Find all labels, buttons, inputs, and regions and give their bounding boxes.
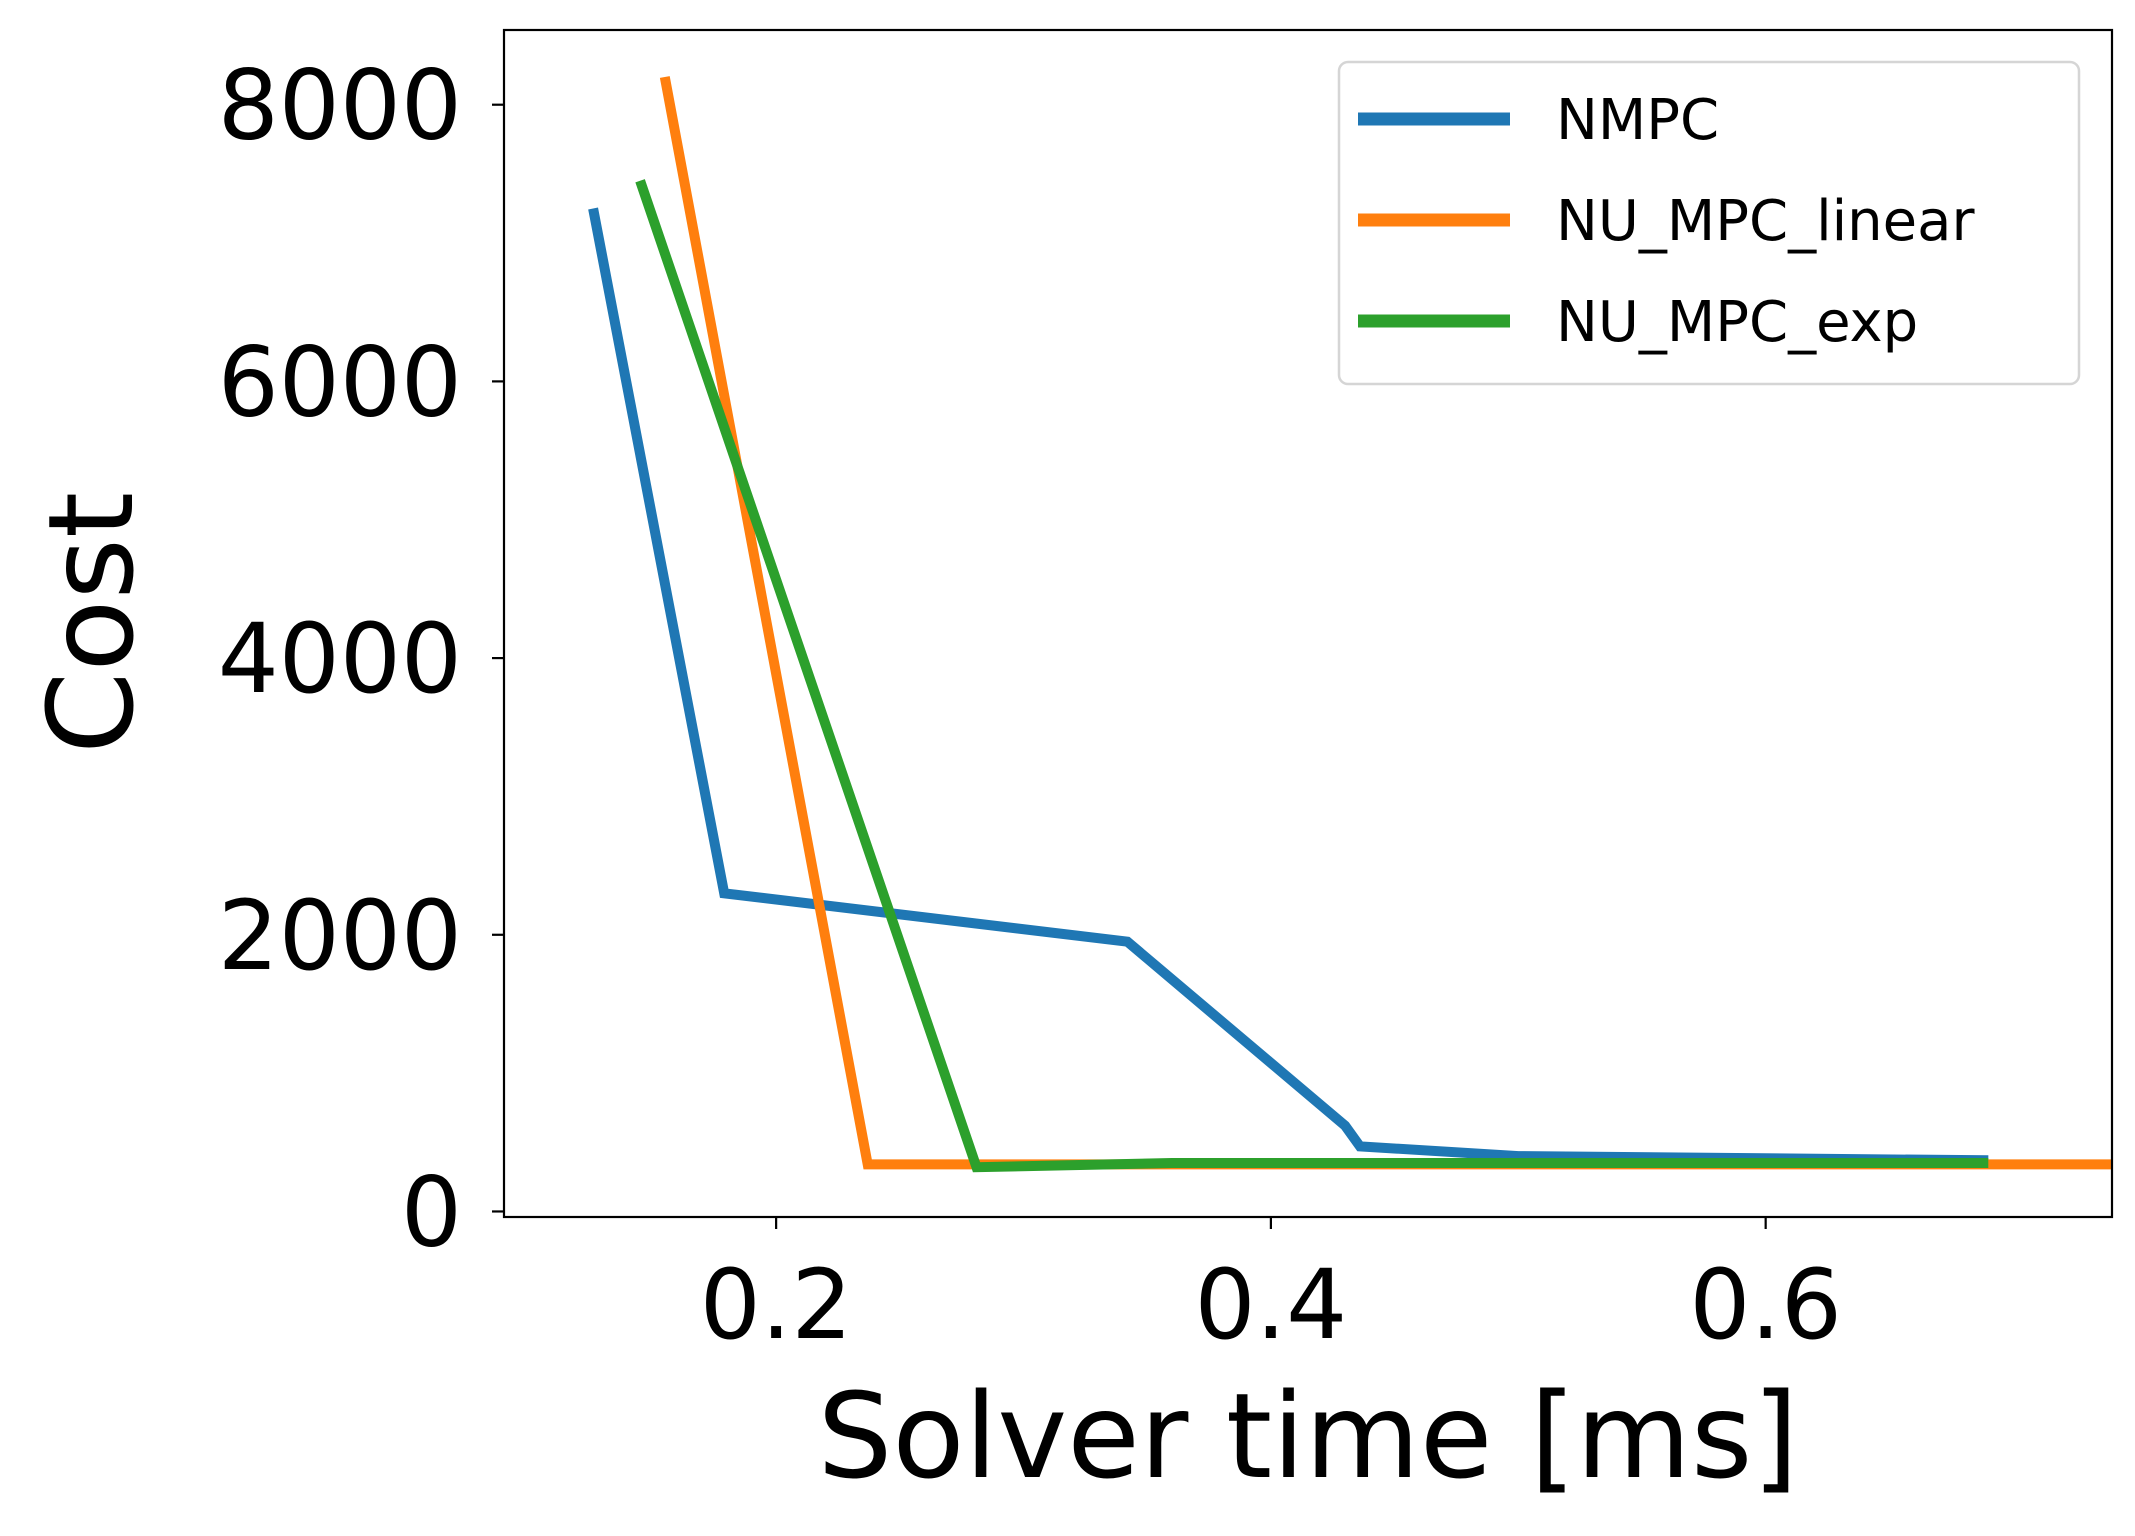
plot-frame (502, 28, 2114, 1219)
legend-entries: NMPC NU_MPC_linear NU_MPC_exp (1358, 88, 1975, 355)
y-tick-label: 8000 (218, 50, 462, 162)
x-tick-label: 0.2 (700, 1249, 853, 1361)
legend: NMPC NU_MPC_linear NU_MPC_exp (1337, 60, 2081, 386)
x-tick-label: 0.4 (1195, 1249, 1348, 1361)
y-axis: 0 2000 4000 6000 8000 (218, 50, 504, 1268)
x-tick-label: 0.6 (1689, 1249, 1842, 1361)
x-axis: 0.2 0.4 0.6 (700, 1217, 1842, 1361)
series-line-nu-mpc-exp (635, 179, 1989, 1173)
y-tick-label: 4000 (218, 603, 462, 715)
y-tick-label: 0 (401, 1156, 462, 1268)
legend-label: NMPC (1556, 88, 1719, 153)
legend-label: NU_MPC_linear (1556, 189, 1975, 254)
legend-frame (1337, 60, 2081, 386)
series-line-nmpc (588, 207, 1989, 1166)
y-axis-label: Cost (22, 492, 160, 754)
series-layer (588, 76, 2112, 1173)
y-tick-label: 2000 (218, 880, 462, 992)
legend-label: NU_MPC_exp (1556, 290, 1918, 355)
y-tick-label: 6000 (218, 326, 462, 438)
x-axis-label: Solver time [ms] (818, 1367, 1799, 1505)
